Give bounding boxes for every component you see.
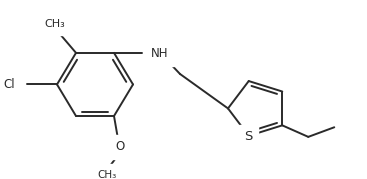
Text: S: S: [244, 130, 253, 143]
Text: CH₃: CH₃: [97, 170, 117, 179]
Text: O: O: [115, 140, 125, 153]
Text: CH₃: CH₃: [45, 19, 65, 29]
Text: Cl: Cl: [3, 78, 15, 91]
Text: NH: NH: [151, 47, 168, 60]
